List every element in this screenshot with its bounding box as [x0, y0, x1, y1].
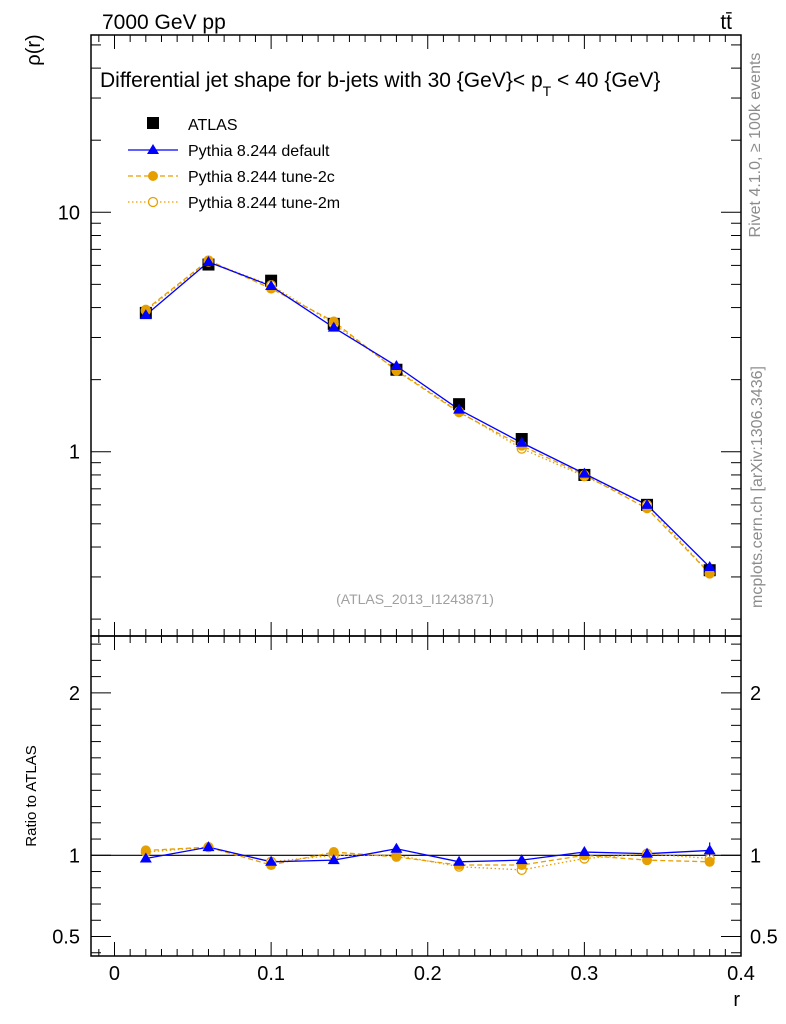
process-label: tt̄ [720, 11, 732, 34]
main-line-pythia-8-244-default [145, 261, 711, 568]
legend: ATLAS Pythia 8.244 default Pythia 8.244 … [128, 117, 340, 212]
ratio-point-pythia-8-244-default [578, 846, 591, 857]
ratio-line-pythia-8-244-default [145, 846, 710, 863]
main-point-pythia-8-244-default [202, 255, 215, 266]
main-point-pythia-8-244-default [453, 403, 466, 414]
ratio-y-tick-label-right: 0.5 [750, 927, 778, 949]
title-main: Differential jet shape for b-jets with 3… [100, 69, 543, 92]
ratio-y-tick-label-right: 2 [750, 683, 761, 705]
legend-marker-tune2c [148, 171, 158, 181]
x-tick-label: 0.3 [570, 963, 598, 985]
main-point-pythia-8-244-default [641, 498, 654, 509]
ratio-point-pythia-8-244-default [202, 841, 215, 852]
legend-marker-atlas [147, 117, 159, 129]
legend-marker-tune2m [147, 196, 159, 208]
x-tick-label: 0.1 [257, 963, 285, 985]
mcplots-label: mcplots.cern.ch [arXiv:1306.3436] [749, 366, 766, 608]
ratio-y-tick-label: 2 [69, 683, 80, 705]
main-point-pythia-8-244-default [578, 467, 591, 478]
x-tick-label: 0 [109, 963, 120, 985]
x-tick-label: 0.2 [414, 963, 442, 985]
main-y-axis-label: ρ(r) [23, 34, 45, 65]
main-point-pythia-8-244-tune-2c [704, 568, 715, 579]
ratio-point-pythia-8-244-default [453, 855, 466, 866]
title-tail: < 40 {GeV} [551, 69, 660, 92]
ratio-axis-ticks: 0 0.1 0.2 0.3 0.4 0.5 0.5 1 1 2 2 [52, 636, 778, 985]
main-point-pythia-8-244-default [515, 436, 528, 447]
energy-label: 7000 GeV pp [102, 11, 226, 34]
ratio-y-tick-label-right: 1 [750, 845, 761, 867]
ratio-y-axis-label: Ratio to ATLAS [23, 745, 40, 846]
main-point-pythia-8-244-default [327, 321, 340, 332]
legend-marker-default [147, 144, 159, 154]
ratio-y-tick-label: 0.5 [52, 927, 80, 949]
main-line-pythia-8-244-tune-2m [145, 260, 711, 574]
title-subscript: T [543, 83, 552, 99]
ratio-y-tick-label: 1 [69, 845, 80, 867]
ratio-point-pythia-8-244-default [641, 847, 654, 858]
ratio-point-pythia-8-244-default [265, 855, 278, 866]
main-y-tick-label: 1 [69, 442, 80, 464]
main-axis-ticks: 1 10 [58, 35, 742, 636]
main-data-layer [139, 255, 716, 579]
main-point-pythia-8-244-default [390, 360, 403, 371]
ratio-point-pythia-8-244-default [139, 852, 152, 863]
legend-label-tune2m: Pythia 8.244 tune-2m [188, 195, 340, 212]
main-point-pythia-8-244-default [703, 561, 716, 572]
rivet-label: Rivet 4.1.0, ≥ 100k events [747, 53, 764, 238]
ratio-plot-frame [90, 635, 742, 957]
analysis-label: (ATLAS_2013_I1243871) [336, 591, 494, 607]
ratio-point-pythia-8-244-default [390, 842, 403, 853]
ratio-point-pythia-8-244-default [327, 854, 340, 865]
legend-label-tune2c: Pythia 8.244 tune-2c [188, 169, 335, 186]
ratio-point-pythia-8-244-tune-2c [140, 845, 151, 856]
ratio-point-pythia-8-244-tune-2c [391, 851, 402, 862]
x-axis-label: r [733, 989, 740, 1011]
main-point-pythia-8-244-tune-2c [328, 316, 339, 327]
ratio-point-pythia-8-244-default [515, 854, 528, 865]
chart-title: Differential jet shape for b-jets with 3… [100, 69, 660, 99]
ratio-line-pythia-8-244-tune-2c [145, 846, 710, 866]
ratio-point-pythia-8-244-tune-2c [704, 856, 715, 867]
legend-label-atlas: ATLAS [188, 117, 238, 134]
main-y-tick-label: 10 [58, 202, 80, 224]
main-line-pythia-8-244-tune-2c [145, 259, 711, 574]
main-point-pythia-8-244-default [265, 280, 278, 291]
ratio-point-pythia-8-244-tune-2c [328, 847, 339, 858]
legend-label-default: Pythia 8.244 default [188, 143, 330, 160]
ratio-data-layer [139, 841, 716, 876]
x-tick-label: 0.4 [727, 963, 755, 985]
main-point-pythia-8-244-default [139, 309, 152, 320]
ratio-line-pythia-8-244-tune-2m [145, 846, 710, 871]
